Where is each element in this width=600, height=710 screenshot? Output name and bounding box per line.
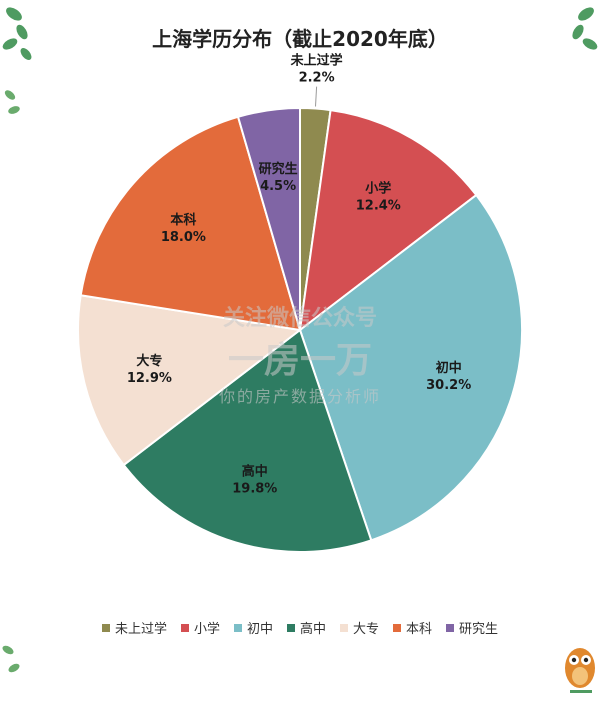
legend-label: 大专	[353, 622, 379, 637]
slice-value-label: 30.2%	[426, 378, 471, 393]
slice-label: 初中 30.2%	[426, 360, 471, 393]
slice-value-label: 19.8%	[232, 482, 277, 497]
leader-line	[315, 86, 318, 107]
legend-swatch	[181, 624, 189, 632]
pie-slice	[79, 115, 302, 332]
watermark: 关注微信公众号 一房一万 你的房产数据分析师	[219, 305, 381, 406]
pie-slice	[236, 106, 301, 331]
pie-slices	[76, 106, 523, 554]
slice-labels: 未上过学 2.2% 小学 12.4% 初中 30.2% 高中 19.8% 大专 12.9% 本科 18…	[127, 53, 471, 497]
leaf-decoration-top-left-icon	[2, 7, 32, 60]
slice-label: 未上过学 2.2%	[290, 53, 343, 86]
legend-swatch	[393, 624, 401, 632]
legend-label: 小学	[194, 621, 220, 637]
slice-category-label: 初中	[436, 360, 462, 376]
legend-label: 未上过学	[115, 621, 167, 637]
slice-category-label: 小学	[365, 181, 391, 197]
watermark-line-2: 一房一万	[228, 340, 372, 381]
leaf-decoration-top-right-icon	[572, 7, 598, 50]
legend-item: 本科	[393, 622, 432, 637]
legend-label: 研究生	[459, 622, 498, 637]
legend-item: 研究生	[446, 622, 498, 637]
pie-slice	[298, 108, 478, 333]
slice-category-label: 高中	[242, 464, 268, 480]
leaf-decoration-left-icon	[2, 90, 20, 673]
legend-item: 大专	[340, 622, 379, 637]
pie-slice	[298, 193, 523, 542]
legend-swatch	[234, 624, 242, 632]
legend-swatch	[446, 624, 454, 632]
legend-label: 初中	[247, 622, 273, 637]
slice-value-label: 4.5%	[260, 179, 296, 194]
slice-category-label: 未上过学	[290, 53, 343, 69]
pie-slice	[76, 294, 303, 467]
legend-item: 未上过学	[102, 621, 167, 637]
legend-swatch	[102, 624, 110, 632]
slice-value-label: 18.0%	[161, 230, 206, 245]
legend-swatch	[340, 624, 348, 632]
legend: 未上过学 小学 初中 高中 大专 本科 研究生	[102, 621, 498, 637]
slice-category-label: 本科	[170, 212, 196, 228]
slice-label: 高中 19.8%	[232, 464, 277, 497]
pie-slice	[122, 328, 373, 554]
watermark-line-3: 你的房产数据分析师	[219, 387, 381, 406]
owl-icon	[565, 648, 595, 693]
legend-swatch	[287, 624, 295, 632]
slice-label: 小学 12.4%	[356, 181, 401, 214]
slice-label: 研究生 4.5%	[259, 161, 298, 194]
slice-value-label: 12.9%	[127, 371, 172, 386]
legend-label: 本科	[406, 622, 432, 637]
slice-value-label: 12.4%	[356, 199, 401, 214]
watermark-line-1: 关注微信公众号	[223, 305, 377, 331]
slice-category-label: 大专	[136, 353, 162, 369]
slice-category-label: 研究生	[259, 161, 298, 177]
slice-value-label: 2.2%	[299, 71, 335, 86]
legend-item: 小学	[181, 621, 220, 637]
chart-title: 上海学历分布（截止2020年底）	[152, 27, 448, 51]
slice-label: 本科 18.0%	[161, 212, 206, 245]
legend-item: 高中	[287, 621, 326, 637]
legend-item: 初中	[234, 622, 273, 637]
legend-label: 高中	[300, 621, 326, 637]
slice-label: 大专 12.9%	[127, 353, 172, 386]
